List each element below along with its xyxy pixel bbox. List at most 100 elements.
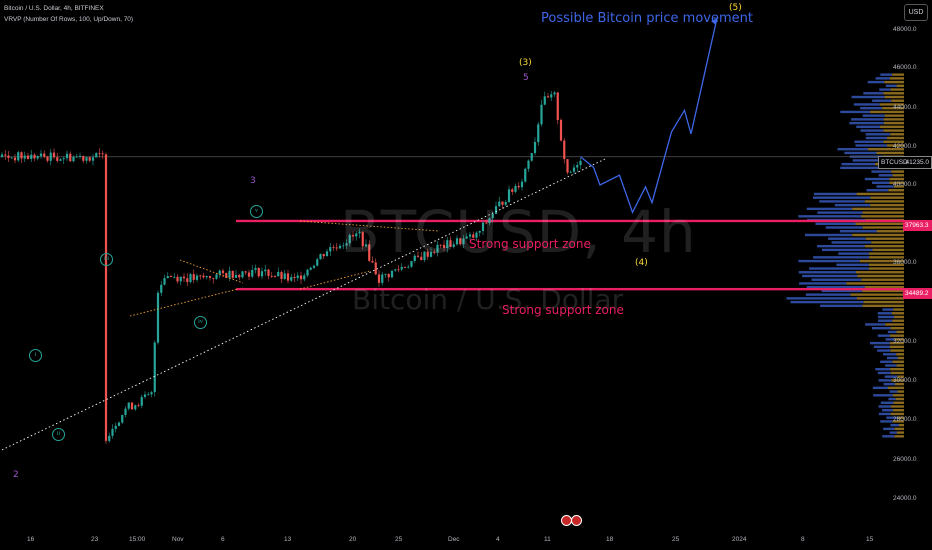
candle-body	[166, 276, 169, 279]
candle-body	[449, 240, 452, 247]
volume-profile-bar-down	[870, 110, 904, 114]
volume-profile-bar-down	[868, 267, 904, 270]
candle-body	[579, 160, 582, 166]
events-icon[interactable]	[561, 515, 585, 527]
volume-profile-bar-up	[878, 174, 893, 177]
volume-profile-bar-down	[883, 129, 904, 132]
candle-body	[429, 251, 433, 257]
volume-profile-bar-up	[840, 166, 882, 170]
candle-body	[286, 273, 290, 281]
candle-body	[208, 276, 212, 278]
price-tick: 44000.0	[893, 104, 917, 111]
volume-profile-bar-up	[806, 207, 853, 211]
candle-body	[88, 157, 91, 161]
volume-profile-bar-down	[870, 203, 904, 207]
volume-profile-bar-up	[883, 427, 895, 431]
volume-profile-bar-up	[880, 360, 893, 363]
candle-body	[491, 213, 494, 219]
volume-profile-bar-up	[844, 151, 877, 155]
volume-profile-bar-up	[798, 259, 860, 263]
volume-profile-bar-down	[893, 185, 904, 188]
candle-body	[267, 269, 270, 276]
candle-body	[511, 189, 514, 192]
candle-body	[517, 185, 520, 188]
candle-body	[303, 275, 306, 280]
volume-profile-bar-down	[850, 293, 904, 296]
indicator-title[interactable]: VRVP (Number Of Rows, 100, Up/Down, 70)	[4, 16, 134, 23]
time-tick: 15	[866, 536, 874, 543]
candle-body	[150, 392, 153, 395]
volume-profile-bar-up	[786, 297, 857, 300]
candle-body	[101, 153, 104, 155]
symbol-title[interactable]: Bitcoin / U.S. Dollar, 4h, BITFINEX	[4, 5, 104, 12]
candle-body	[394, 269, 397, 271]
candle-body	[335, 247, 338, 249]
price-tick: 36000.0	[893, 259, 917, 266]
volume-profile-bar-down	[883, 121, 904, 125]
volume-profile-bar-down	[889, 177, 904, 181]
candle-body	[4, 154, 7, 156]
volume-profile-bar-down	[876, 230, 904, 233]
candle-body	[10, 157, 13, 159]
candle-body	[72, 156, 75, 162]
candle-body	[540, 104, 543, 125]
candle-body	[485, 222, 488, 224]
volume-profile-bar-down	[883, 140, 904, 143]
volume-profile-bar-up	[866, 189, 889, 192]
volume-profile-bar-down	[862, 211, 904, 214]
volume-profile-bar-down	[891, 170, 904, 173]
price-tick: 46000.0	[893, 64, 917, 71]
volume-profile-bar-up	[813, 256, 870, 259]
volume-profile-bar-up	[806, 285, 865, 289]
candle-body	[384, 273, 387, 275]
volume-profile-bar-down	[879, 103, 904, 106]
candle-body	[413, 255, 416, 261]
currency-button[interactable]: USD	[904, 4, 928, 21]
candle-body	[426, 251, 429, 257]
candle-body	[397, 269, 400, 271]
volume-profile-bar-up	[790, 300, 864, 304]
candle-body	[306, 269, 309, 276]
volume-profile-bar-down	[888, 189, 904, 192]
volume-profile-bar-down	[868, 148, 904, 151]
volume-profile-bar-up	[865, 133, 891, 136]
candle-body	[576, 165, 579, 168]
support-line-lower	[236, 287, 904, 291]
candle-body	[52, 152, 56, 158]
volume-profile-bar-up	[804, 233, 853, 237]
volume-profile-bar-up	[876, 185, 894, 188]
candle-body	[501, 201, 504, 205]
price-tick: 42000.0	[893, 143, 917, 150]
candle-body	[377, 274, 381, 283]
time-tick: 16	[27, 536, 35, 543]
volume-profile-bar-down	[897, 356, 904, 360]
candle-body	[20, 152, 23, 159]
candle-body	[572, 167, 576, 172]
wedge-line-upper-a	[179, 259, 244, 284]
volume-profile-bar-up	[875, 368, 891, 371]
volume-profile-bar-up	[865, 323, 886, 326]
candle-body	[0, 154, 4, 157]
volume-profile-bar-down	[879, 125, 904, 129]
volume-profile-bar-up	[836, 263, 869, 267]
candle-body	[374, 262, 377, 275]
volume-profile-bar-up	[841, 162, 876, 166]
candle-body	[39, 153, 43, 157]
candle-body	[488, 218, 491, 223]
volume-profile-bar-up	[834, 203, 871, 207]
candle-body	[91, 157, 95, 161]
volume-profile-bar-up	[884, 375, 898, 378]
candle-body	[325, 251, 329, 257]
volume-profile-bar-down	[859, 259, 904, 263]
candle-body	[260, 271, 264, 277]
candle-body	[442, 244, 446, 248]
volume-profile-bar-up	[885, 338, 895, 341]
candle-body	[520, 181, 524, 188]
candle-body	[264, 269, 267, 272]
volume-profile-bar-up	[820, 304, 863, 308]
watermark-name: Bitcoin / U.S. Dollar	[352, 283, 624, 316]
volume-profile-bar-up	[867, 80, 885, 84]
volume-profile-bar-up	[815, 222, 856, 225]
